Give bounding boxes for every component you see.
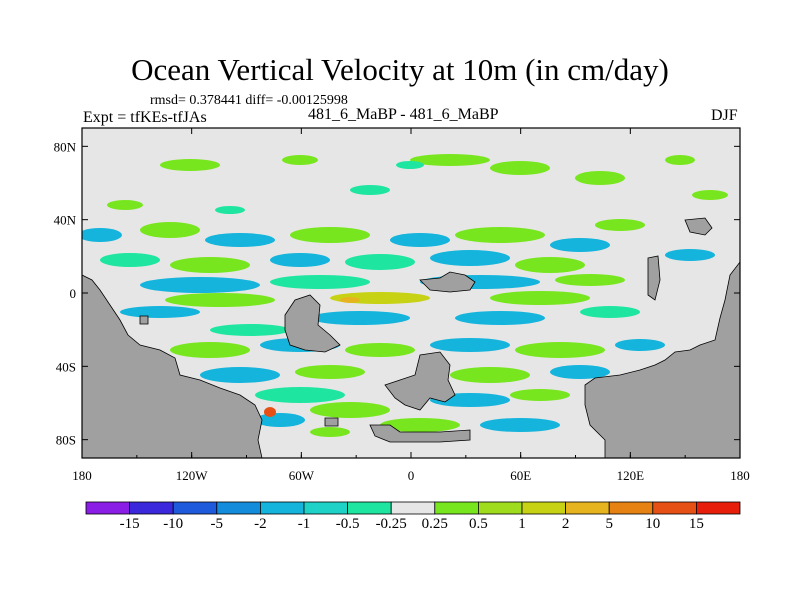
colorbar-label: 5 <box>605 516 613 532</box>
colorbar-label: -1 <box>297 516 311 532</box>
chart-title: Ocean Vertical Velocity at 10m (in cm/da… <box>131 52 669 87</box>
patch-midlat <box>82 219 715 273</box>
land-northeast <box>684 217 713 236</box>
axis-ticks <box>81 128 741 458</box>
x-tick-label: 60E <box>510 468 531 483</box>
colorbar-box <box>172 501 218 515</box>
y-tick-label: 80S <box>56 433 76 448</box>
patch-north <box>107 154 728 214</box>
colorbar-label: -0.25 <box>375 516 407 532</box>
colorbar-box <box>216 501 261 515</box>
x-tick-label: 0 <box>408 468 415 483</box>
colorbar-label: 10 <box>645 516 661 532</box>
colorbar-box <box>477 501 523 515</box>
colorbar-box <box>521 501 566 515</box>
colorbar-box <box>259 501 305 515</box>
land-americas-west <box>82 274 263 458</box>
colorbar-label: -10 <box>163 516 184 532</box>
stats-text: rmsd= 0.378441 diff= -0.00125998 <box>150 93 348 108</box>
colorbar-label: -2 <box>254 516 267 532</box>
colorbar-box <box>129 501 174 515</box>
colorbar-label: 1 <box>518 516 526 532</box>
colorbar-box <box>303 501 348 515</box>
land-small-2 <box>324 417 339 427</box>
experiment-label: Expt = tfKEs-tfJAs <box>83 109 207 126</box>
y-tick-label: 80N <box>54 139 77 154</box>
colorbar-box <box>565 501 610 515</box>
land-africa-south <box>384 351 456 411</box>
x-tick-label: 120E <box>617 468 645 483</box>
colorbar-label: 2 <box>561 516 570 532</box>
case-label: 481_6_MaBP - 481_6_MaBP <box>308 106 499 123</box>
land-layer <box>82 217 740 458</box>
land-east-island <box>647 255 661 301</box>
land-central <box>284 294 341 353</box>
colorbar-box <box>608 501 654 515</box>
colorbar-box <box>652 501 697 515</box>
field-layer <box>82 154 740 458</box>
y-tick-label: 0 <box>70 286 77 301</box>
x-tick-label: 120W <box>176 468 209 483</box>
colorbar-label: 15 <box>688 516 704 532</box>
land-antarctic-strip <box>369 424 471 443</box>
x-tick-label: 180 <box>72 468 92 483</box>
colorbar-box <box>85 501 130 515</box>
land-east <box>584 261 740 458</box>
colorbar-label: -0.5 <box>335 516 360 532</box>
land-equator-island <box>419 271 476 293</box>
x-tick-label: 60W <box>289 468 315 483</box>
colorbar-box <box>390 501 436 515</box>
colorbar-label: -5 <box>210 516 224 532</box>
colorbar-label: -15 <box>119 516 140 532</box>
axis-labels: 180 120W 60W 0 60E 120E 180 80N 40N 0 40S 80S <box>54 139 750 483</box>
land-small-1 <box>139 315 149 325</box>
x-tick-label: 180 <box>730 468 750 483</box>
colorbar-label: 0.5 <box>469 516 488 532</box>
season-label: DJF <box>711 107 738 124</box>
colorbar-box <box>434 501 479 515</box>
y-tick-label: 40N <box>54 213 77 228</box>
colorbar-box <box>347 501 392 515</box>
colorbar-label: 0.25 <box>421 516 448 532</box>
colorbar <box>85 501 741 515</box>
y-tick-label: 40S <box>56 359 76 374</box>
colorbar-box <box>696 501 741 515</box>
